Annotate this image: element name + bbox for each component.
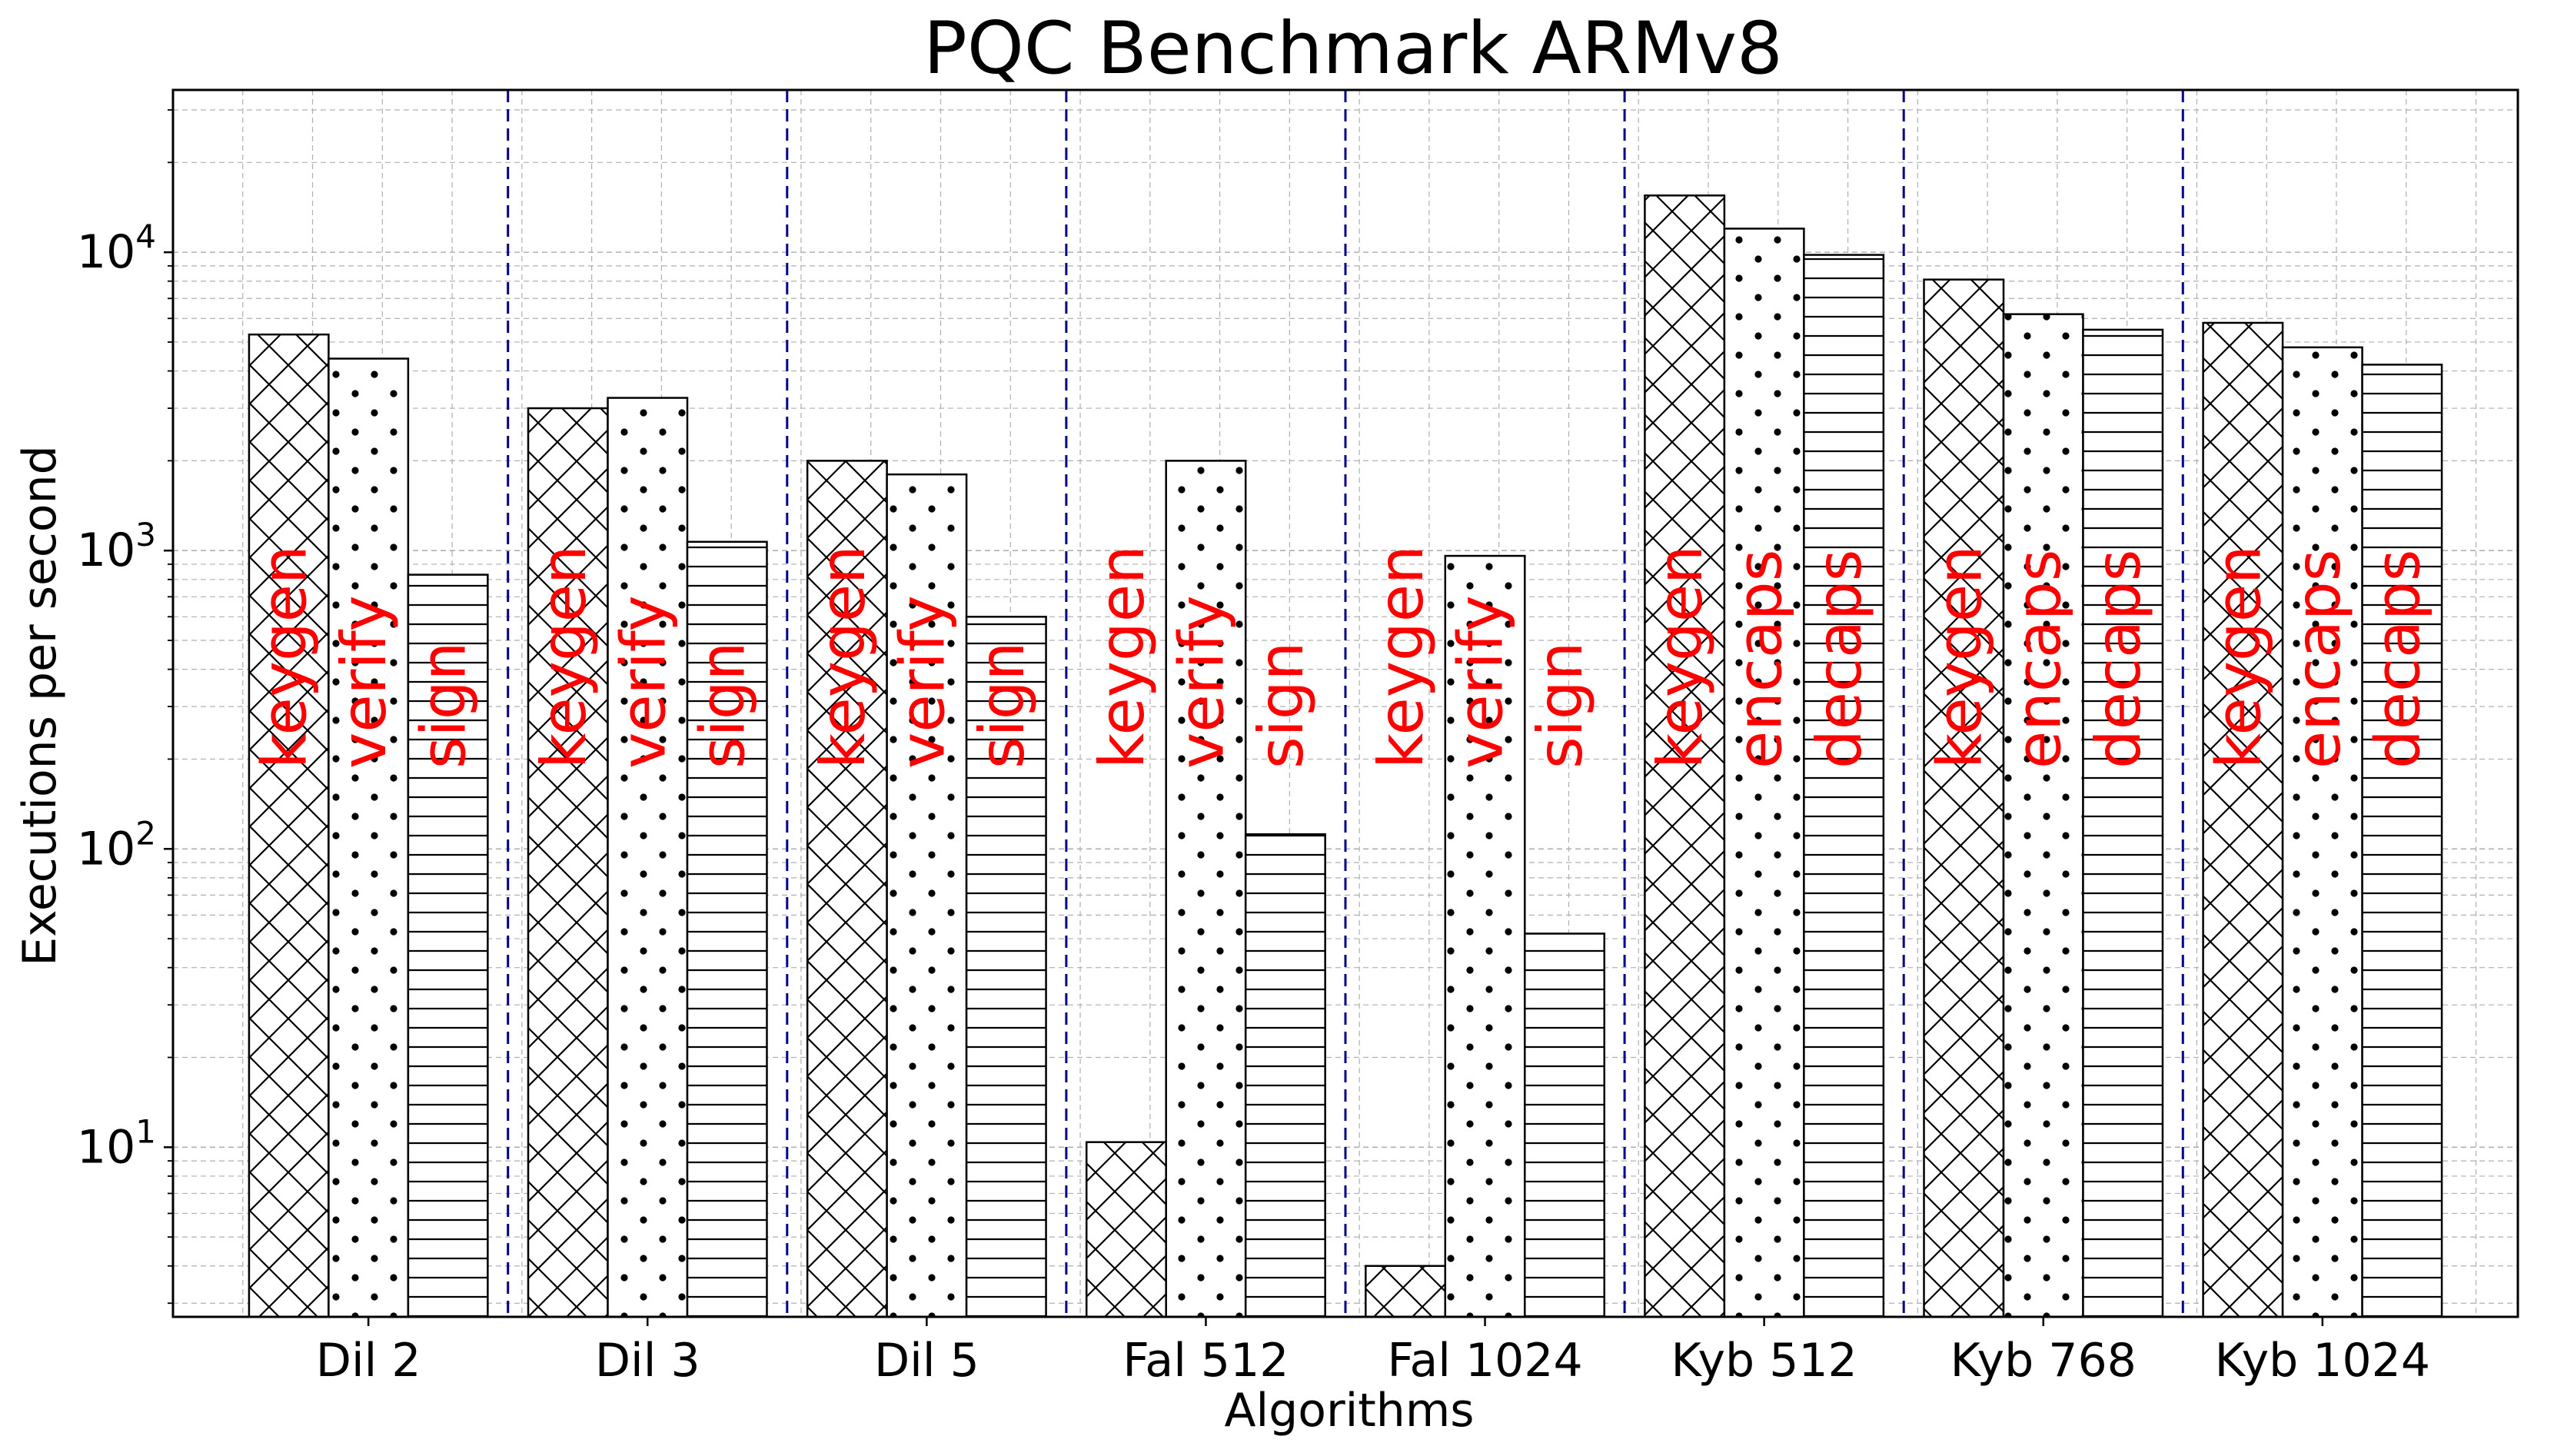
bar — [965, 616, 1047, 1318]
bar-label: keygen — [1644, 545, 1716, 769]
bar-label: encaps — [1724, 550, 1796, 769]
bar — [1644, 194, 1726, 1318]
bar — [1165, 460, 1247, 1318]
bar — [248, 333, 330, 1318]
x-tick-label: Fal 512 — [1122, 1334, 1289, 1388]
bar-label: keygen — [1086, 545, 1158, 769]
bar-label: decaps — [2083, 550, 2154, 769]
bar-label: encaps — [2004, 550, 2075, 769]
bar-label: encaps — [2283, 550, 2354, 769]
bar-label: keygen — [1924, 545, 1995, 769]
bar — [1803, 254, 1885, 1318]
bar — [1723, 228, 1805, 1318]
x-tick-label: Dil 3 — [595, 1334, 700, 1388]
bar — [607, 397, 689, 1318]
x-tick-label: Dil 2 — [316, 1334, 421, 1388]
bar — [2082, 328, 2164, 1318]
bar-label: keygen — [2203, 545, 2274, 769]
bar — [1923, 278, 2005, 1318]
x-axis-label: Algorithms — [1224, 1384, 1474, 1438]
bar-label: keygen — [528, 545, 600, 769]
x-tick-label: Kyb 512 — [1671, 1334, 1857, 1388]
bar-labels: keygen verify sign keygen verify sign keygen ve… — [249, 545, 2434, 769]
bar — [407, 573, 489, 1318]
bar-label: keygen — [1365, 545, 1437, 769]
bar-label: sign — [687, 642, 759, 769]
x-tick-label: Dil 5 — [874, 1334, 979, 1388]
y-tick-label: 101 — [77, 1112, 156, 1174]
y-tick-label: 104 — [77, 218, 156, 279]
bar — [1244, 833, 1326, 1318]
plot-frame — [171, 88, 2519, 1318]
bars — [248, 194, 2443, 1318]
bar — [1444, 554, 1526, 1318]
bar — [328, 357, 410, 1318]
group-separators — [507, 90, 2184, 1317]
bar-label: verify — [607, 595, 679, 769]
bar — [886, 473, 968, 1318]
bar-label: decaps — [2362, 550, 2433, 769]
bar-label: verify — [886, 595, 958, 769]
x-tick-label: Kyb 768 — [1950, 1334, 2137, 1388]
bar — [2202, 321, 2284, 1318]
bar-label: verify — [1445, 595, 1517, 769]
y-axis-ticks: 101 102 103 104 — [77, 109, 173, 1305]
bar — [2281, 346, 2363, 1318]
bar-label: sign — [1525, 642, 1596, 769]
bar-label: sign — [1245, 642, 1317, 769]
y-tick-label: 103 — [77, 516, 156, 577]
bar — [1085, 1141, 1167, 1318]
bar-label: keygen — [807, 545, 879, 769]
bar-label: sign — [408, 642, 480, 769]
bar — [527, 407, 609, 1318]
bar — [2361, 364, 2443, 1318]
x-tick-label: Kyb 1024 — [2215, 1334, 2430, 1388]
chart-title: PQC Benchmark ARMv8 — [923, 7, 1783, 91]
bar — [2002, 313, 2084, 1318]
bar-label: verify — [1166, 595, 1237, 769]
bar-label: sign — [966, 642, 1038, 769]
x-axis-ticks: Dil 2 Dil 3 Dil 5 Fal 512 Fal 1024 Kyb 512 Kyb… — [316, 1317, 2430, 1388]
y-tick-label: 102 — [77, 814, 156, 876]
bar — [1524, 932, 1606, 1318]
bar-label: keygen — [249, 545, 321, 769]
bar-label: verify — [328, 595, 400, 769]
y-axis-label: Executions per second — [13, 445, 67, 966]
bar-label: decaps — [1804, 550, 1875, 769]
x-tick-label: Fal 1024 — [1387, 1334, 1582, 1388]
bar — [1365, 1265, 1447, 1318]
